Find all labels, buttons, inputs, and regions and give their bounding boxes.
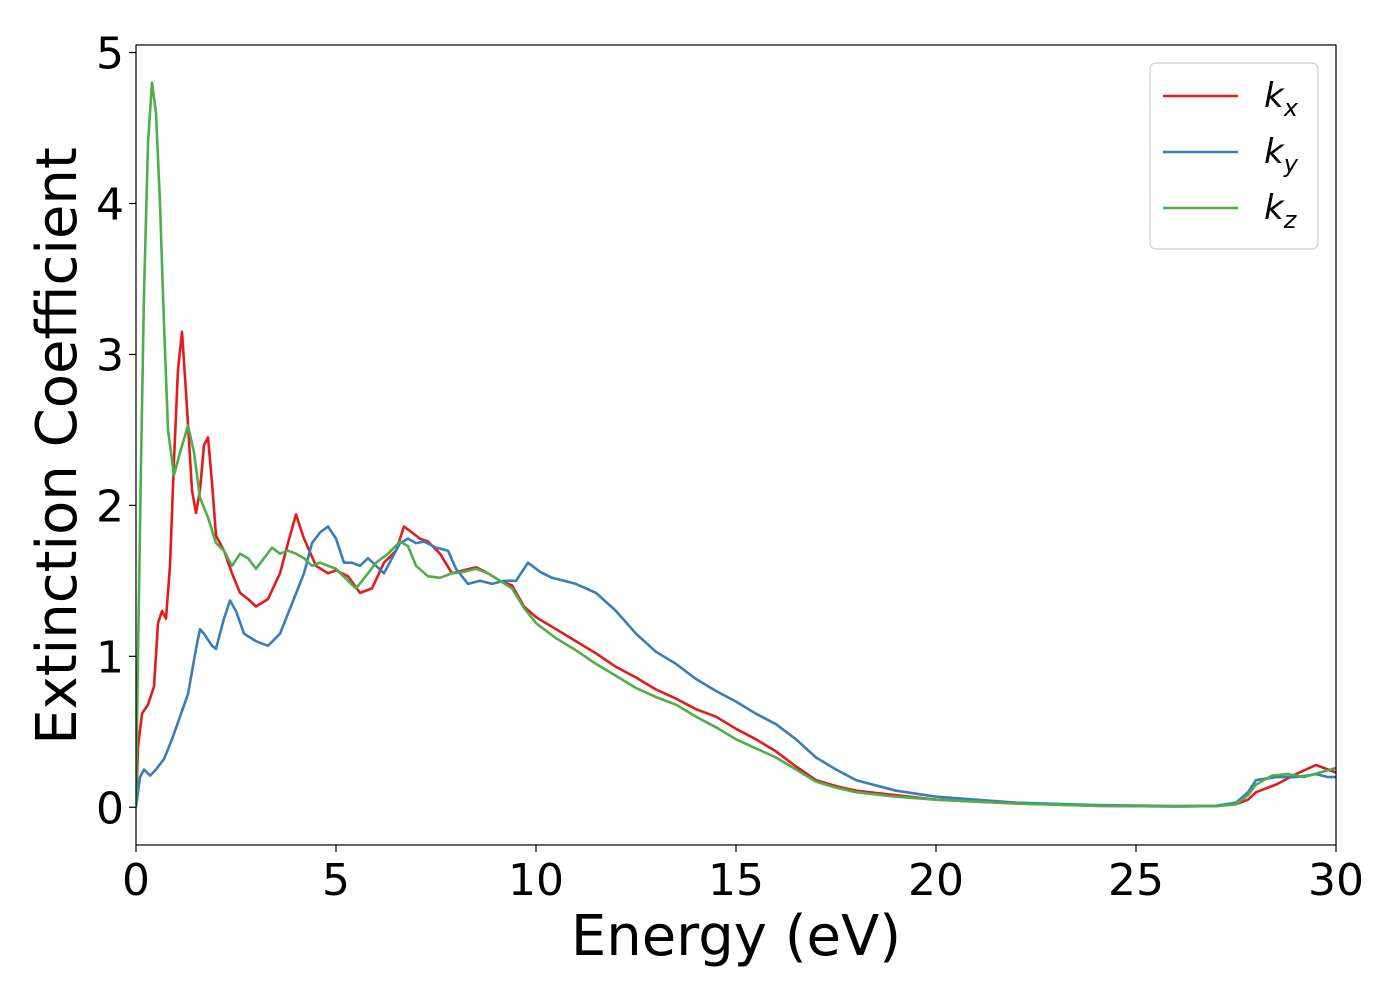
x-tick-label: 5: [322, 855, 350, 906]
x-tick-label: 0: [122, 855, 150, 906]
x-tick-label: 30: [1308, 855, 1364, 906]
legend: kx ky kz: [1149, 62, 1319, 250]
x-tick-label: 25: [1108, 855, 1164, 906]
x-axis-title: Energy (eV): [571, 904, 901, 969]
series-line-k-z: [136, 81, 1336, 808]
plot-area: [136, 45, 1336, 845]
y-tick-label: 2: [96, 481, 124, 532]
x-tick-label: 10: [508, 855, 564, 906]
legend-label-k-y: ky: [1264, 132, 1299, 178]
y-tick-label: 5: [96, 29, 124, 80]
legend-box: [1149, 62, 1319, 250]
legend-label-k-z: kz: [1264, 188, 1298, 234]
y-tick-label: 1: [96, 632, 124, 683]
axes: [136, 45, 1336, 845]
x-tick-label: 15: [708, 855, 764, 906]
y-tick-label: 4: [96, 179, 124, 230]
series-line-k-x: [136, 330, 1336, 808]
series-line-k-y: [136, 525, 1336, 808]
y-tick-label: 3: [96, 330, 124, 381]
legend-label-k-x: kx: [1264, 76, 1299, 122]
y-tick-label: 0: [96, 783, 124, 834]
ticks: 0 5 10 15 20 25 30 0 1 2 3 4 5: [96, 29, 1364, 906]
x-tick-label: 20: [908, 855, 964, 906]
y-axis-title: Extinction Coefficient: [25, 147, 90, 745]
series-lines: [136, 81, 1336, 808]
